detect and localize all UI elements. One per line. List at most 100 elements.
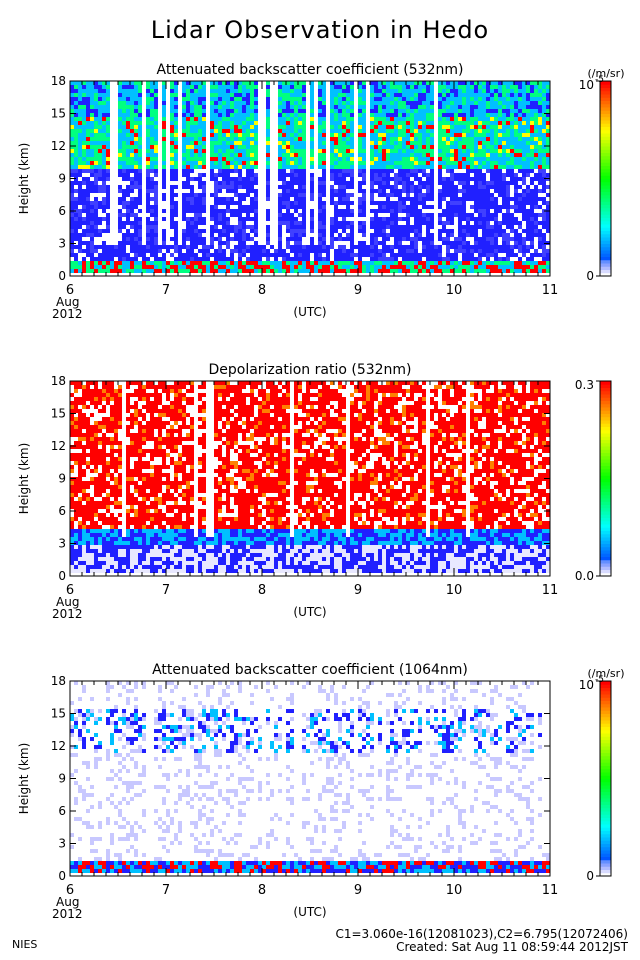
heatmap-cell-0 — [150, 81, 154, 85]
heatmap-cell-0 — [242, 145, 246, 149]
heatmap-cell-0 — [438, 157, 442, 161]
heatmap-cell-0 — [238, 269, 242, 273]
heatmap-cell-0 — [498, 149, 502, 153]
heatmap-cell-0 — [374, 217, 378, 221]
heatmap-cell-0 — [186, 117, 190, 121]
heatmap-cell-0 — [218, 209, 222, 213]
heatmap-cell-0 — [494, 209, 498, 213]
heatmap-cell-0 — [374, 177, 378, 181]
heatmap-cell-0 — [126, 249, 130, 253]
heatmap-cell-0 — [118, 133, 122, 137]
heatmap-cell-0 — [358, 113, 362, 117]
heatmap-cell-0 — [350, 109, 354, 113]
heatmap-cell-0 — [538, 121, 542, 125]
heatmap-cell-0 — [470, 229, 474, 233]
heatmap-cell-0 — [502, 261, 506, 265]
heatmap-cell-0 — [302, 209, 306, 213]
heatmap-cell-0 — [258, 253, 262, 257]
heatmap-cell-0 — [82, 229, 86, 233]
heatmap-cell-0 — [82, 181, 86, 185]
heatmap-cell-0 — [474, 253, 478, 257]
heatmap-cell-0 — [234, 85, 238, 89]
heatmap-cell-0 — [338, 193, 342, 197]
heatmap-cell-0 — [318, 241, 322, 245]
heatmap-cell-0 — [146, 161, 150, 165]
heatmap-cell-0 — [102, 117, 106, 121]
heatmap-cell-0 — [522, 177, 526, 181]
heatmap-cell-0 — [218, 201, 222, 205]
heatmap-cell-0 — [134, 209, 138, 213]
heatmap-cell-0 — [422, 261, 426, 265]
heatmap-cell-0 — [342, 225, 346, 229]
heatmap-cell-0 — [426, 121, 430, 125]
heatmap-cell-0 — [198, 245, 202, 249]
heatmap-cell-0 — [358, 201, 362, 205]
heatmap-cell-0 — [230, 141, 234, 145]
heatmap-cell-0 — [478, 129, 482, 133]
heatmap-cell-0 — [194, 173, 198, 177]
heatmap-cell-0 — [78, 221, 82, 225]
heatmap-cell-0 — [342, 181, 346, 185]
heatmap-cell-0 — [378, 137, 382, 141]
heatmap-cell-0 — [346, 153, 350, 157]
heatmap-cell-0 — [374, 241, 378, 245]
heatmap-cell-0 — [542, 161, 546, 165]
heatmap-cell-0 — [414, 161, 418, 165]
heatmap-cell-0 — [414, 173, 418, 177]
heatmap-cell-0 — [202, 109, 206, 113]
heatmap-cell-0 — [418, 109, 422, 113]
heatmap-cell-0 — [302, 249, 306, 253]
heatmap-cell-0 — [86, 201, 90, 205]
heatmap-cell-0 — [194, 185, 198, 189]
heatmap-cell-0 — [470, 121, 474, 125]
heatmap-cell-0 — [342, 125, 346, 129]
heatmap-cell-0 — [422, 189, 426, 193]
heatmap-cell-0 — [318, 117, 322, 121]
heatmap-cell-0 — [390, 245, 394, 249]
heatmap-cell-0 — [490, 105, 494, 109]
heatmap-cell-0 — [350, 237, 354, 241]
heatmap-cell-0 — [70, 97, 74, 101]
heatmap-cell-0 — [510, 149, 514, 153]
heatmap-cell-0 — [510, 161, 514, 165]
heatmap-cell-0 — [122, 193, 126, 197]
heatmap-cell-0 — [450, 85, 454, 89]
heatmap-cell-0 — [414, 221, 418, 225]
heatmap-cell-0 — [162, 133, 166, 137]
heatmap-cell-0 — [518, 109, 522, 113]
heatmap-cell-0 — [466, 269, 470, 273]
heatmap-cell-0 — [378, 265, 382, 269]
heatmap-cell-0 — [134, 105, 138, 109]
heatmap-cell-0 — [362, 225, 366, 229]
heatmap-cell-0 — [510, 113, 514, 117]
heatmap-cell-0 — [294, 221, 298, 225]
heatmap-cell-0 — [422, 125, 426, 129]
heatmap-cell-0 — [422, 117, 426, 121]
heatmap-cell-0 — [230, 213, 234, 217]
heatmap-cell-0 — [302, 101, 306, 105]
heatmap-cell-0 — [82, 85, 86, 89]
heatmap-cell-0 — [530, 149, 534, 153]
heatmap-cell-0 — [254, 261, 258, 265]
heatmap-cell-0 — [250, 89, 254, 93]
heatmap-cell-0 — [154, 181, 158, 185]
heatmap-cell-0 — [234, 105, 238, 109]
heatmap-cell-0 — [518, 197, 522, 201]
heatmap-cell-0 — [434, 253, 438, 257]
heatmap-cell-0 — [510, 189, 514, 193]
heatmap-cell-0 — [310, 233, 314, 237]
heatmap-cell-0 — [382, 137, 386, 141]
heatmap-cell-0 — [374, 101, 378, 105]
heatmap-cell-0 — [94, 133, 98, 137]
heatmap-cell-0 — [474, 161, 478, 165]
heatmap-cell-0 — [122, 109, 126, 113]
heatmap-cell-0 — [74, 161, 78, 165]
heatmap-cell-0 — [346, 261, 350, 265]
heatmap-cell-0 — [90, 229, 94, 233]
heatmap-cell-0 — [538, 129, 542, 133]
heatmap-cell-0 — [450, 145, 454, 149]
heatmap-cell-0 — [138, 185, 142, 189]
heatmap-cell-0 — [386, 141, 390, 145]
heatmap-cell-0 — [186, 245, 190, 249]
heatmap-cell-0 — [374, 237, 378, 241]
